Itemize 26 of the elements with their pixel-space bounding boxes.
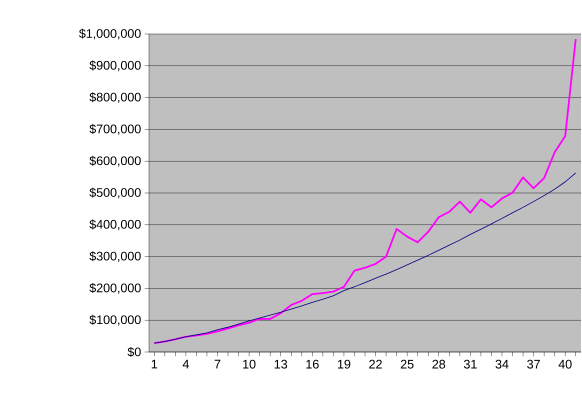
x-tick-label: 22 [369, 360, 382, 368]
y-tick-label: $200,000 [89, 282, 141, 294]
x-tick-label: 4 [182, 360, 189, 368]
y-tick-label: $700,000 [89, 124, 141, 135]
x-tick-label: 40 [558, 360, 572, 369]
y-tick-label: $400,000 [89, 219, 141, 230]
y-tick-label: $1,000,000 [79, 28, 141, 40]
line-series [153, 38, 577, 344]
y-tick-label: $800,000 [89, 92, 141, 104]
x-tick-label: 1 [152, 360, 158, 368]
x-tick-label: 19 [338, 360, 350, 369]
y-tick-label: $300,000 [89, 251, 141, 262]
x-tick-label: 37 [527, 360, 540, 369]
x-tick-label: 13 [274, 360, 288, 369]
y-tick-label: $100,000 [89, 314, 141, 326]
y-tick-label: $900,000 [89, 60, 141, 72]
x-tick-label: 34 [496, 360, 509, 369]
y-tick-label: $600,000 [89, 156, 141, 167]
x-tick-label: 28 [432, 360, 446, 369]
x-tick-label: 7 [214, 360, 220, 368]
y-tick-label: $0 [128, 346, 141, 358]
x-tick-label: 10 [243, 360, 256, 369]
x-tick-label: 16 [306, 360, 319, 369]
x-tick-label: 25 [400, 360, 414, 369]
x-tick-label: 31 [464, 360, 477, 369]
y-tick-label: $500,000 [89, 188, 141, 198]
